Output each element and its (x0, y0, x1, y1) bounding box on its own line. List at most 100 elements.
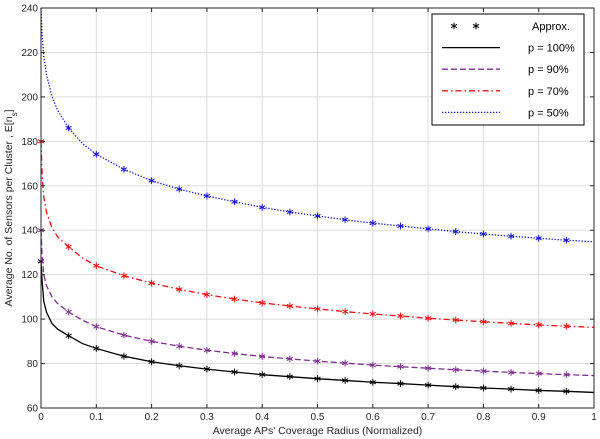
approx-marker-stroke (314, 376, 321, 381)
y-axis-label: Average No. of Sensors per Cluster , E[n… (3, 109, 19, 306)
approx-marker-stroke (397, 381, 404, 386)
approx-marker-stroke (472, 23, 480, 29)
approx-marker-stroke (397, 223, 404, 229)
approx-markers (37, 137, 570, 330)
approx-marker (424, 314, 432, 322)
approx-marker-stroke (341, 309, 349, 314)
approx-marker (93, 323, 100, 331)
approx-marker-stroke (176, 186, 183, 192)
approx-marker (341, 308, 349, 315)
approx-marker (314, 375, 321, 383)
series-2 (37, 226, 595, 379)
approx-marker (259, 371, 266, 379)
approx-marker (480, 367, 487, 375)
y-tick-label: 140 (21, 226, 38, 237)
approx-marker-stroke (203, 193, 211, 199)
approx-marker (120, 352, 128, 360)
approx-marker (176, 185, 183, 193)
approx-marker (120, 272, 128, 280)
y-tick-label: 100 (21, 315, 38, 326)
approx-marker-stroke (176, 344, 183, 349)
approx-marker (231, 368, 238, 376)
approx-marker (176, 362, 183, 370)
approx-marker-stroke (120, 273, 128, 278)
approx-marker-stroke (535, 371, 542, 376)
approx-marker (203, 346, 211, 354)
approx-marker-stroke (286, 303, 294, 309)
approx-marker-stroke (369, 220, 376, 226)
y-tick-label: 220 (21, 48, 38, 59)
approx-marker (93, 150, 100, 158)
approx-marker (452, 383, 459, 391)
approx-marker (148, 279, 155, 287)
approx-marker-stroke (120, 167, 128, 172)
approx-marker-stroke (65, 125, 72, 131)
approx-marker (259, 203, 266, 211)
approx-markers (37, 226, 570, 379)
approx-marker-stroke (259, 205, 266, 210)
approx-marker-stroke (341, 217, 349, 222)
x-tick-label: 0.6 (366, 412, 380, 423)
approx-marker-stroke (452, 384, 459, 389)
approx-marker-stroke (148, 178, 155, 183)
approx-marker (259, 299, 266, 307)
approx-marker-stroke (148, 359, 155, 364)
approx-marker-stroke (231, 296, 238, 302)
approx-marker-stroke (507, 386, 515, 392)
x-tick-label: 1 (591, 412, 597, 423)
x-axis-label: Average APs' Coverage Radius (Normalized… (213, 425, 423, 437)
y-tick-label: 240 (21, 4, 38, 15)
approx-marker-stroke (203, 292, 211, 297)
y-axis-label-end: ] (3, 109, 15, 112)
approx-marker (314, 212, 321, 220)
x-tick-label: 0 (38, 412, 44, 423)
y-tick-label: 160 (21, 181, 38, 192)
approx-marker (203, 291, 211, 299)
legend-entry-series-2: p = 90% (442, 64, 569, 76)
approx-marker (535, 370, 542, 377)
approx-marker (286, 373, 294, 381)
approx-marker (369, 361, 376, 369)
approx-marker (93, 262, 100, 270)
x-tick-label: 0.4 (255, 412, 269, 423)
approx-marker-stroke (120, 354, 128, 359)
approx-marker-stroke (507, 321, 515, 326)
approx-marker (452, 228, 459, 235)
approx-marker-stroke (369, 380, 376, 385)
approx-marker-stroke (452, 367, 459, 372)
approx-marker (507, 232, 515, 240)
approx-marker-stroke (480, 319, 487, 324)
approx-marker-stroke (563, 372, 570, 377)
approx-marker (424, 381, 432, 389)
approx-marker (397, 312, 404, 320)
approx-marker (563, 322, 570, 330)
y-tick-label: 120 (21, 270, 38, 281)
approx-marker (231, 198, 238, 206)
approx-marker (507, 385, 515, 393)
approx-marker-stroke (314, 306, 321, 312)
legend-label: p = 70% (528, 86, 569, 98)
approx-marker (120, 331, 128, 339)
approx-marker (120, 165, 128, 173)
y-tick-label: 80 (27, 359, 39, 370)
approx-marker (203, 365, 211, 373)
approx-marker (535, 321, 542, 329)
approx-marker (535, 234, 542, 242)
approx-marker (176, 342, 183, 350)
approx-marker (148, 177, 155, 185)
approx-marker-stroke (452, 317, 459, 323)
approx-marker-stroke (424, 316, 432, 321)
approx-marker-stroke (424, 382, 432, 388)
approx-marker-stroke (535, 388, 542, 393)
approx-marker (507, 369, 515, 376)
approx-marker-stroke (120, 332, 128, 338)
approx-marker (93, 345, 100, 352)
approx-marker-stroke (341, 360, 349, 366)
approx-marker (563, 371, 570, 379)
axis-ticks (40, 7, 595, 409)
approx-marker-stroke (148, 280, 155, 286)
approx-marker-stroke (480, 385, 487, 391)
approx-marker-stroke (314, 358, 321, 364)
y-axis-label-main: Average No. of Sensors per Cluster , E[n (3, 116, 15, 306)
approx-marker (397, 222, 404, 230)
